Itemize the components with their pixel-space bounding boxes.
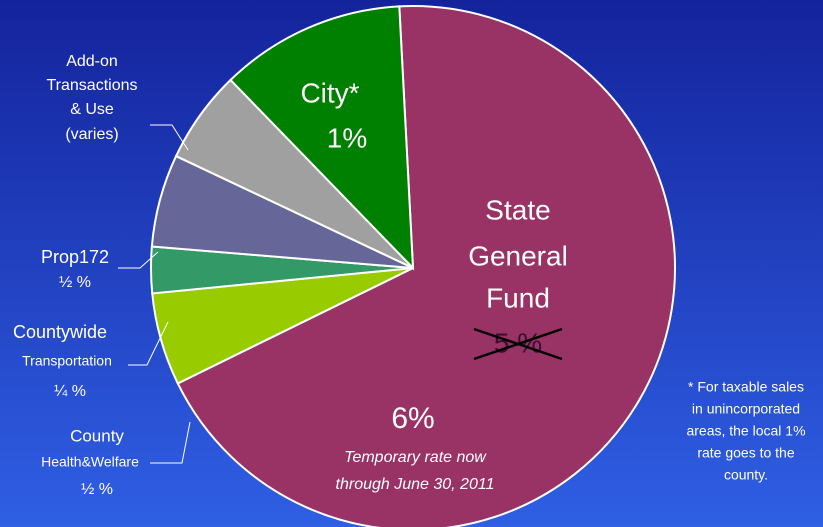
footnote: rate goes to the	[697, 445, 795, 461]
pie	[150, 5, 676, 527]
footnote: county.	[724, 467, 768, 483]
leader-line	[118, 251, 159, 269]
footnote: areas, the local 1%	[686, 423, 805, 439]
slice-note: through June 30, 2011	[336, 476, 495, 493]
slice-note: Temporary rate now	[344, 449, 487, 466]
leader-line	[128, 321, 169, 366]
slice-name: Transportation	[22, 353, 112, 369]
slice-name: City*	[300, 77, 359, 108]
label-note: (varies)	[65, 126, 118, 143]
value-label: 1%	[327, 122, 367, 153]
slice-name: County	[70, 426, 124, 445]
strike	[473, 327, 563, 361]
leader-line	[150, 421, 191, 464]
pie-slice	[176, 5, 676, 527]
value-label: ¼ %	[54, 383, 86, 400]
footnote: in unincorporated	[692, 401, 800, 417]
slice-name: Prop172	[41, 247, 109, 267]
pie-slice	[229, 5, 415, 271]
footnote: * For taxable sales	[688, 379, 804, 395]
slice-name: & Use	[70, 101, 114, 118]
slice-name: Fund	[486, 282, 550, 313]
slice-name: General	[468, 240, 568, 271]
slice-name: State	[485, 194, 550, 225]
value-label: ½ %	[59, 274, 91, 291]
slice-name: Countywide	[13, 322, 107, 342]
leader-line	[150, 124, 189, 151]
value-label: 6%	[391, 402, 434, 435]
slice-name: Transactions	[47, 77, 138, 94]
slice-name: Add-on	[66, 53, 118, 70]
slice-name: Health&Welfare	[41, 454, 139, 470]
value-label: ½ %	[81, 481, 113, 498]
